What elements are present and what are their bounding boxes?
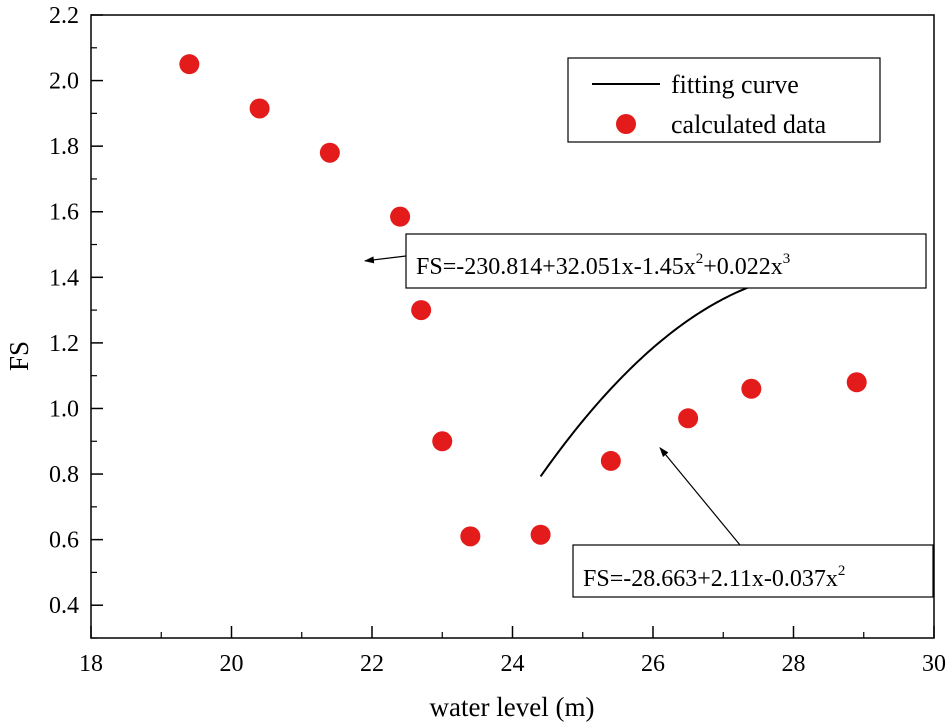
x-tick-label: 20 bbox=[220, 651, 244, 677]
equation-2-part-a: FS=-28.663+2.11x-0.037x bbox=[583, 566, 838, 592]
equation-1-exponent-a: 2 bbox=[696, 251, 704, 267]
data-point bbox=[390, 206, 411, 227]
data-point bbox=[600, 450, 621, 471]
legend: fitting curve calculated data bbox=[567, 57, 881, 143]
x-tick-label: 30 bbox=[922, 651, 946, 677]
y-tick-label: 2.0 bbox=[49, 69, 79, 95]
equation-annotation-1: FS=-230.814+32.051x-1.45x2+0.022x3 bbox=[363, 233, 927, 289]
y-tick-label: 1.8 bbox=[49, 134, 79, 160]
x-axis-title: water level (m) bbox=[430, 692, 595, 722]
data-point bbox=[678, 408, 699, 429]
y-tick-label: 0.8 bbox=[49, 462, 79, 488]
equation-2-arrow bbox=[659, 447, 741, 546]
equation-1-part-b: +0.022x bbox=[703, 254, 783, 280]
data-point bbox=[319, 142, 340, 163]
equation-2-exponent-a: 2 bbox=[838, 563, 846, 579]
y-axis-title: FS bbox=[4, 341, 34, 371]
fitting-curve-segment-2 bbox=[539, 270, 857, 478]
y-tick-label: 1.4 bbox=[49, 265, 79, 291]
data-point bbox=[846, 372, 867, 393]
x-axis-ticks: 18 20 22 24 26 28 30 bbox=[79, 626, 946, 677]
legend-label-calculated-data: calculated data bbox=[671, 110, 827, 139]
x-tick-label: 22 bbox=[360, 651, 384, 677]
data-point bbox=[411, 300, 432, 321]
equation-text-1: FS=-230.814+32.051x-1.45x2+0.022x3 bbox=[416, 251, 790, 280]
equation-text-2: FS=-28.663+2.11x-0.037x2 bbox=[583, 563, 845, 592]
y-axis-ticks: 0.4 0.6 0.8 1.0 1.2 1.4 1.6 1.8 2.0 2.2 bbox=[49, 3, 103, 639]
y-tick-label: 0.4 bbox=[49, 593, 79, 619]
equation-annotation-2: FS=-28.663+2.11x-0.037x2 bbox=[572, 447, 934, 598]
equation-box-2 bbox=[572, 544, 934, 598]
legend-label-fitting-curve: fitting curve bbox=[671, 70, 799, 99]
y-tick-label: 2.2 bbox=[49, 3, 79, 29]
y-tick-label: 1.2 bbox=[49, 331, 79, 357]
equation-1-exponent-b: 3 bbox=[783, 251, 791, 267]
equation-1-arrow bbox=[363, 255, 407, 264]
x-tick-label: 28 bbox=[782, 651, 806, 677]
x-tick-label: 24 bbox=[501, 651, 525, 677]
y-tick-label: 1.0 bbox=[49, 396, 79, 422]
data-point bbox=[460, 526, 481, 547]
equation-1-part-a: FS=-230.814+32.051x-1.45x bbox=[416, 254, 696, 280]
y-tick-label: 1.6 bbox=[49, 200, 79, 226]
calculated-data-points bbox=[179, 54, 867, 547]
data-point bbox=[741, 378, 762, 399]
data-point bbox=[249, 98, 270, 119]
legend-marker-swatch bbox=[616, 114, 636, 134]
data-point bbox=[530, 524, 551, 545]
data-point bbox=[179, 54, 200, 75]
x-tick-label: 18 bbox=[79, 651, 103, 677]
data-point bbox=[432, 431, 453, 452]
equation-box-1 bbox=[405, 233, 927, 289]
x-tick-label: 26 bbox=[641, 651, 665, 677]
y-tick-label: 0.6 bbox=[49, 528, 79, 554]
